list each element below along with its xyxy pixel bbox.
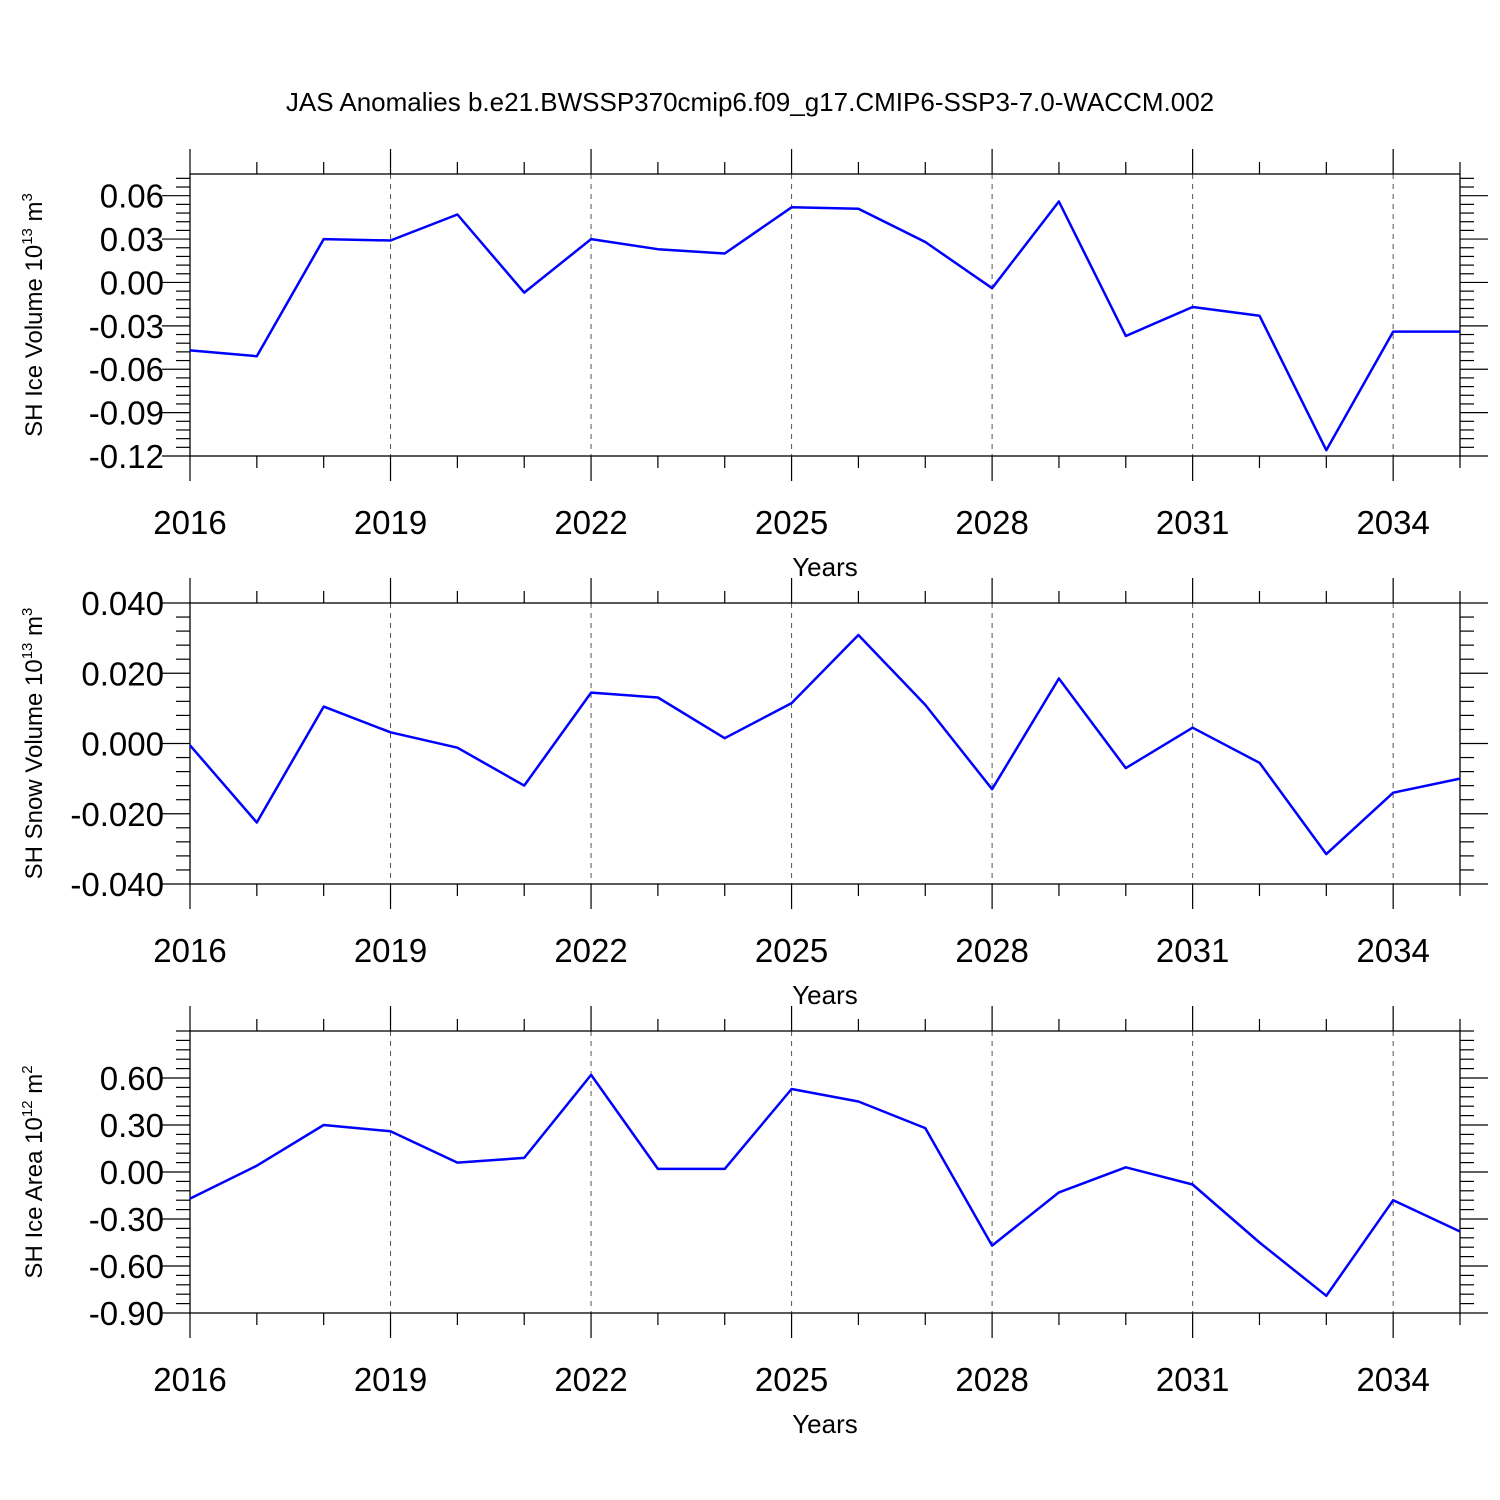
x-tick-label: 2016 xyxy=(153,1361,226,1398)
chart-panel-1: -0.12 -0.09 -0.06 -0.03 0.00 0.03 0.06 2016 2019… xyxy=(19,149,1488,582)
y-tick-label: -0.60 xyxy=(89,1248,164,1285)
chart-panel-2: -0.040 -0.020 0.000 0.020 0.040 2016 2019 2022 2… xyxy=(19,578,1488,1010)
y-tick-label: -0.03 xyxy=(89,308,164,345)
y-axis-label-exp: 13 xyxy=(19,643,36,660)
y-axis-label-unit: m xyxy=(21,616,48,643)
x-tick-label: 2031 xyxy=(1156,1361,1229,1398)
y-axis-label-exp: 12 xyxy=(19,1100,36,1117)
x-tick-label: 2025 xyxy=(755,932,828,969)
y-axis-label: SH Ice Volume 1013 m3 xyxy=(19,193,48,437)
x-tick-label: 2034 xyxy=(1356,1361,1429,1398)
x-tick-label: 2019 xyxy=(354,932,427,969)
y-tick-label: 0.06 xyxy=(100,178,164,215)
y-tick-label: 0.30 xyxy=(100,1107,164,1144)
y-axis-label-unit_exp: 3 xyxy=(19,193,36,201)
x-tick-label: 2016 xyxy=(153,932,226,969)
y-axis-label: SH Ice Area 1012 m2 xyxy=(19,1065,48,1278)
plot-frame xyxy=(189,1030,1461,1314)
y-tick-label: 0.040 xyxy=(81,585,164,622)
y-tick-label: 0.03 xyxy=(100,221,164,258)
x-tick-label: 2031 xyxy=(1156,504,1229,541)
y-axis-label-exp: 13 xyxy=(19,228,36,245)
series-line xyxy=(189,1073,1461,1298)
panels: -0.12 -0.09 -0.06 -0.03 0.00 0.03 0.06 2016 2019… xyxy=(19,149,1488,1439)
y-axis-label-unit_exp: 3 xyxy=(19,608,36,616)
x-tick-label: 2028 xyxy=(955,932,1028,969)
x-tick-label: 2028 xyxy=(955,1361,1028,1398)
series-line xyxy=(189,200,1460,452)
y-tick-label: -0.06 xyxy=(89,351,164,388)
x-tick-label: 2028 xyxy=(955,504,1028,541)
plot-frame xyxy=(189,173,1461,457)
chart-title: JAS Anomalies b.e21.BWSSP370cmip6.f09_g1… xyxy=(286,87,1214,117)
x-tick-label: 2019 xyxy=(354,1361,427,1398)
y-tick-label: 0.020 xyxy=(81,655,164,692)
y-tick-label: -0.30 xyxy=(89,1201,164,1238)
y-axis-label-unit: m xyxy=(21,201,48,228)
x-tick-label: 2031 xyxy=(1156,932,1229,969)
x-tick-label: 2019 xyxy=(354,504,427,541)
y-tick-label: 0.60 xyxy=(100,1060,164,1097)
y-axis-label: SH Snow Volume 1013 m3 xyxy=(19,608,48,880)
x-tick-label: 2022 xyxy=(554,504,627,541)
x-tick-label: 2022 xyxy=(554,1361,627,1398)
x-tick-label: 2034 xyxy=(1356,932,1429,969)
x-tick-label: 2025 xyxy=(755,504,828,541)
x-tick-label: 2016 xyxy=(153,504,226,541)
x-axis-label: Years xyxy=(792,552,858,582)
y-tick-label: 0.000 xyxy=(81,726,164,763)
x-tick-label: 2022 xyxy=(554,932,627,969)
x-axis-label: Years xyxy=(792,1409,858,1439)
y-tick-label: 0.00 xyxy=(100,264,164,301)
series-line xyxy=(189,633,1461,856)
plot-frame xyxy=(189,602,1461,885)
y-axis-label-base: SH Snow Volume 10 xyxy=(21,659,48,879)
y-axis-label-unit: m xyxy=(21,1074,48,1101)
y-tick-label: -0.020 xyxy=(70,796,164,833)
x-tick-label: 2025 xyxy=(755,1361,828,1398)
y-axis-label-base: SH Ice Volume 10 xyxy=(21,245,48,437)
y-tick-label: -0.09 xyxy=(89,395,164,432)
y-axis-label-unit_exp: 2 xyxy=(19,1065,36,1073)
y-tick-label: -0.040 xyxy=(70,866,164,903)
y-tick-label: 0.00 xyxy=(100,1154,164,1191)
y-tick-label: -0.90 xyxy=(89,1295,164,1332)
x-tick-label: 2034 xyxy=(1356,504,1429,541)
x-axis-label: Years xyxy=(792,980,858,1010)
y-axis-label-base: SH Ice Area 10 xyxy=(21,1117,48,1278)
chart-panel-3: -0.90 -0.60 -0.30 0.00 0.30 0.60 2016 2019 2022 2… xyxy=(19,1006,1488,1439)
y-tick-label: -0.12 xyxy=(89,438,164,475)
